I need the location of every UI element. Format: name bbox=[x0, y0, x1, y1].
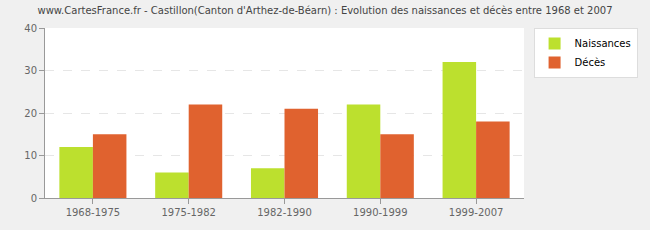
svg-text:www.CartesFrance.fr - Castillo: www.CartesFrance.fr - Castillon(Canton d… bbox=[38, 5, 613, 16]
svg-text:1999-2007: 1999-2007 bbox=[449, 207, 504, 218]
svg-text:1968-1975: 1968-1975 bbox=[66, 207, 121, 218]
svg-text:1990-1999: 1990-1999 bbox=[353, 207, 408, 218]
svg-text:1975-1982: 1975-1982 bbox=[161, 207, 216, 218]
svg-text:0: 0 bbox=[31, 193, 37, 204]
svg-text:Naissances: Naissances bbox=[575, 38, 631, 49]
svg-text:Décès: Décès bbox=[575, 57, 606, 68]
svg-text:1982-1990: 1982-1990 bbox=[257, 207, 312, 218]
svg-text:20: 20 bbox=[24, 108, 37, 119]
svg-text:40: 40 bbox=[24, 23, 37, 34]
svg-text:30: 30 bbox=[24, 65, 37, 76]
svg-text:10: 10 bbox=[24, 150, 37, 161]
